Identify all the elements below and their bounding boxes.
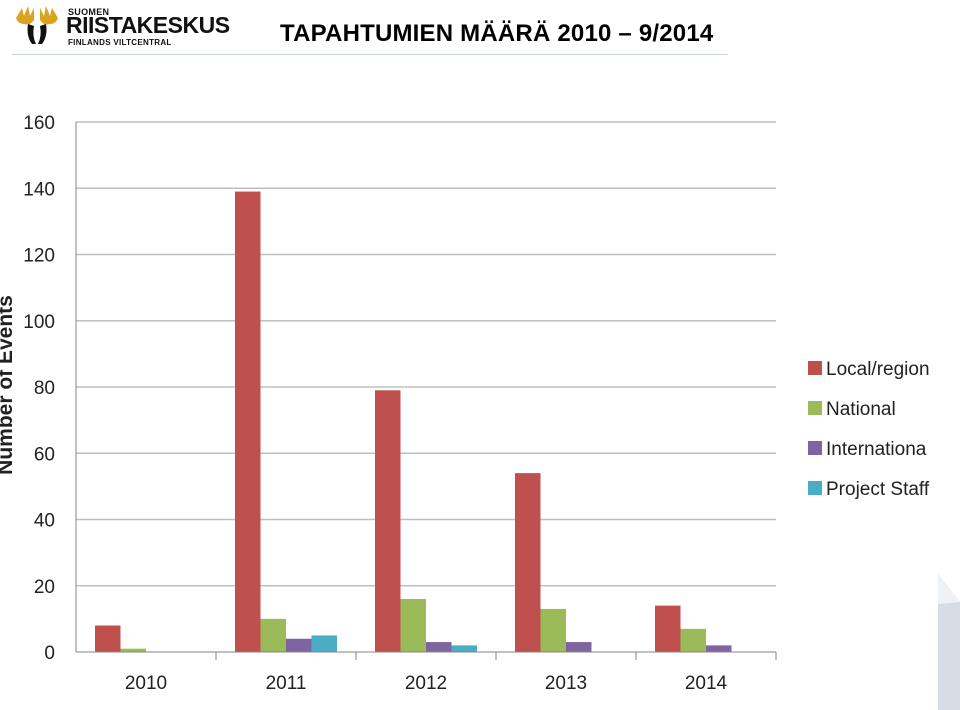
legend-label: Internationa [826, 439, 927, 460]
bar [260, 618, 286, 652]
bar [235, 191, 261, 652]
logo-sub-text: FINLANDS VILTCENTRAL [68, 38, 172, 47]
legend-label: Local/region [826, 359, 930, 380]
y-tick-label: 160 [23, 113, 55, 134]
bar [311, 635, 337, 652]
x-tick-label: 2014 [685, 673, 728, 694]
y-tick-label: 0 [44, 643, 55, 664]
legend-swatch [808, 481, 822, 495]
bar [426, 642, 452, 652]
legend: Local/region National Internationa Project … [808, 359, 930, 500]
y-tick-label: 140 [23, 179, 55, 200]
bar [540, 608, 566, 652]
page-title: TAPAHTUMIEN MÄÄRÄ 2010 – 9/2014 [280, 20, 714, 47]
bar [655, 605, 681, 652]
riistakeskus-logo: SUOMEN RIISTAKESKUS FINLANDS VILTCENTRAL [12, 4, 252, 50]
legend-swatch [808, 401, 822, 415]
bar [566, 642, 592, 652]
bar [375, 390, 401, 652]
legend-label: Project Staff [826, 479, 930, 500]
elk-antler-logo-icon [16, 6, 58, 44]
y-tick-label: 100 [23, 312, 55, 333]
x-tick-label: 2011 [266, 673, 307, 694]
y-tick-label: 40 [34, 511, 55, 532]
y-tick-label: 120 [23, 246, 55, 267]
legend-swatch [808, 361, 822, 375]
bar [400, 599, 426, 652]
bar [451, 645, 477, 652]
bars [95, 191, 732, 652]
x-tick-label: 2013 [545, 673, 587, 694]
bar [95, 625, 121, 652]
bar [286, 638, 312, 652]
x-tick-label: 2012 [405, 673, 447, 694]
x-tick-label: 2010 [125, 673, 167, 694]
y-tick-label: 20 [34, 577, 55, 598]
bar [680, 628, 706, 652]
axes [75, 122, 776, 653]
y-tick-label: 80 [34, 378, 55, 399]
header-divider [12, 54, 728, 55]
legend-swatch [808, 441, 822, 455]
bar [120, 648, 146, 652]
tick-labels: 0 20 40 60 80 100 120 140 160 2010 2011 2012 2013 201… [23, 113, 727, 694]
page-curl-decoration [938, 574, 960, 710]
y-tick-label: 60 [34, 444, 55, 465]
logo-top-text: SUOMEN [68, 7, 110, 17]
y-axis-title: Number of Events [0, 295, 17, 475]
grid-lines [76, 121, 777, 660]
bar [706, 645, 732, 652]
logo-main-text: RIISTAKESKUS [66, 12, 230, 38]
bar [515, 473, 541, 652]
legend-label: National [826, 399, 896, 420]
